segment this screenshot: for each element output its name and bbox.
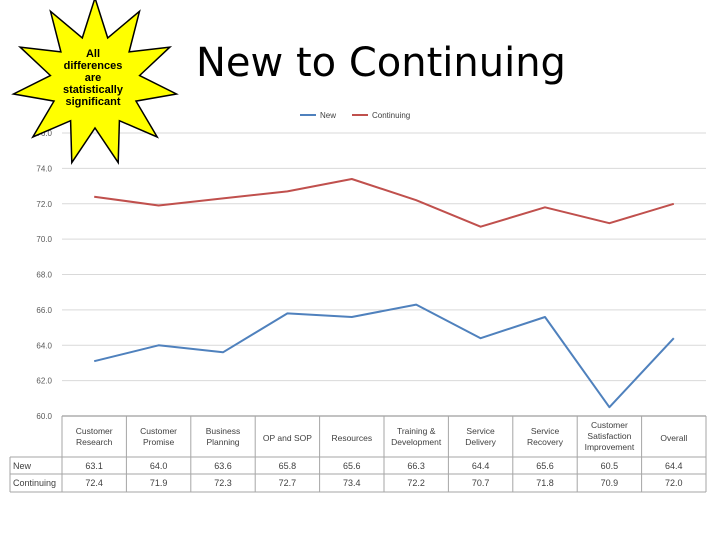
- series-line: [94, 178, 675, 228]
- table-cell: 64.4: [472, 461, 490, 471]
- callout-line: All: [86, 48, 100, 60]
- category-label: Recovery: [527, 437, 564, 447]
- table-cell: 65.6: [536, 461, 554, 471]
- table-cell: 72.2: [407, 478, 425, 488]
- category-label: Improvement: [585, 442, 635, 452]
- starburst-shape: [11, 0, 179, 165]
- table-cell: 60.5: [601, 461, 619, 471]
- legend-label: Continuing: [372, 111, 410, 120]
- y-tick-label: 66.0: [36, 306, 52, 315]
- table-cell: 71.9: [150, 478, 168, 488]
- y-tick-label: 62.0: [36, 377, 52, 386]
- category-label: Research: [76, 437, 113, 447]
- category-label: Service: [466, 426, 495, 436]
- category-label: Customer: [76, 426, 113, 436]
- table-cell: 72.0: [665, 478, 683, 488]
- category-label: Customer: [591, 420, 628, 430]
- callout-line: statistically: [63, 84, 124, 96]
- category-label: OP and SOP: [263, 433, 312, 443]
- callout-burst: Alldifferencesarestatisticallysignifican…: [11, 0, 179, 165]
- callout-line: are: [85, 72, 102, 84]
- table-row-label: Continuing: [13, 478, 56, 488]
- table-cell: 65.8: [279, 461, 297, 471]
- y-tick-label: 76.0: [36, 129, 52, 138]
- category-label: Resources: [331, 433, 372, 443]
- category-label: Planning: [206, 437, 239, 447]
- table-cell: 70.9: [601, 478, 619, 488]
- table-cell: 72.7: [279, 478, 297, 488]
- table-cell: 70.7: [472, 478, 490, 488]
- category-label: Training &: [397, 426, 436, 436]
- table-cell: 71.8: [536, 478, 554, 488]
- table-cell: 63.6: [214, 461, 232, 471]
- table-cell: 66.3: [407, 461, 425, 471]
- table-cell: 72.4: [85, 478, 103, 488]
- category-label: Promise: [143, 437, 174, 447]
- category-label: Delivery: [465, 437, 496, 447]
- callout-line: significant: [65, 96, 120, 108]
- y-tick-label: 70.0: [36, 235, 52, 244]
- category-label: Development: [391, 437, 442, 447]
- table-cell: 64.0: [150, 461, 168, 471]
- slide-title: New to Continuing: [196, 40, 566, 86]
- y-tick-label: 74.0: [36, 164, 52, 173]
- callout-text: Alldifferencesarestatisticallysignifican…: [63, 48, 124, 108]
- table-cell: 72.3: [214, 478, 232, 488]
- y-tick-label: 72.0: [36, 200, 52, 209]
- table-cell: 65.6: [343, 461, 361, 471]
- callout-line: differences: [64, 60, 123, 72]
- table-cell: 63.1: [85, 461, 103, 471]
- legend-label: New: [320, 111, 336, 120]
- y-tick-label: 68.0: [36, 271, 52, 280]
- y-tick-label: 60.0: [36, 412, 52, 421]
- y-tick-label: 64.0: [36, 341, 52, 350]
- series-line: [93, 303, 675, 409]
- category-label: Customer: [140, 426, 177, 436]
- category-label: Service: [531, 426, 560, 436]
- category-label: Business: [206, 426, 241, 436]
- category-label: Overall: [660, 433, 687, 443]
- table-cell: 64.4: [665, 461, 683, 471]
- table-row-label: New: [13, 461, 32, 471]
- category-label: Satisfaction: [587, 431, 631, 441]
- table-cell: 73.4: [343, 478, 361, 488]
